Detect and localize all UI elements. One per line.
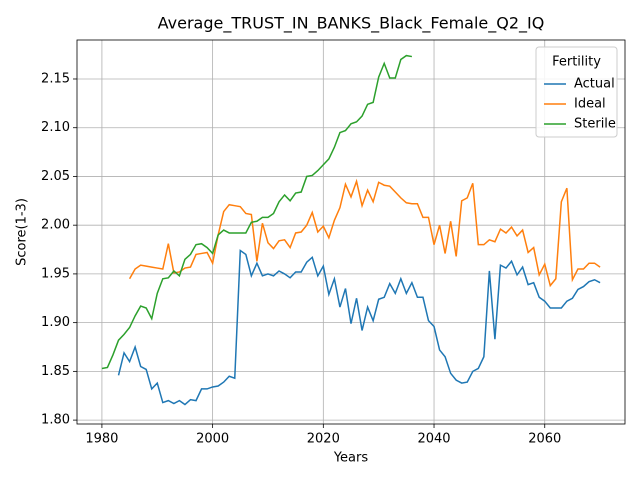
chart-title: Average_TRUST_IN_BANKS_Black_Female_Q2_I… (158, 14, 545, 34)
x-tick-label: 2060 (528, 432, 561, 447)
series-line (128, 178, 601, 288)
plot-frame (76, 39, 626, 425)
series-line (101, 54, 413, 370)
legend-title: Fertility (552, 55, 601, 70)
y-tick-label: 2.05 (41, 169, 70, 184)
legend-label: Actual (574, 77, 615, 92)
x-tick-label: 2040 (417, 432, 450, 447)
legend-label: Ideal (574, 97, 606, 112)
y-tick-label: 1.85 (41, 364, 70, 379)
y-tick-label: 1.90 (41, 315, 70, 330)
y-tick-label: 2.00 (41, 218, 70, 233)
legend-label: Sterile (574, 117, 616, 132)
y-tick-label: 2.15 (41, 71, 70, 86)
x-tick-label: 2020 (307, 432, 340, 447)
y-tick-label: 1.95 (41, 266, 70, 281)
x-tick-label: 2000 (196, 432, 229, 447)
x-axis-label: Years (333, 451, 369, 466)
legend-box (535, 46, 618, 138)
x-tick-label: 1980 (85, 432, 118, 447)
y-tick-label: 2.10 (41, 120, 70, 135)
series-line (117, 249, 601, 406)
y-axis-label: Score(1-3) (15, 198, 30, 266)
y-tick-label: 1.80 (41, 413, 70, 428)
